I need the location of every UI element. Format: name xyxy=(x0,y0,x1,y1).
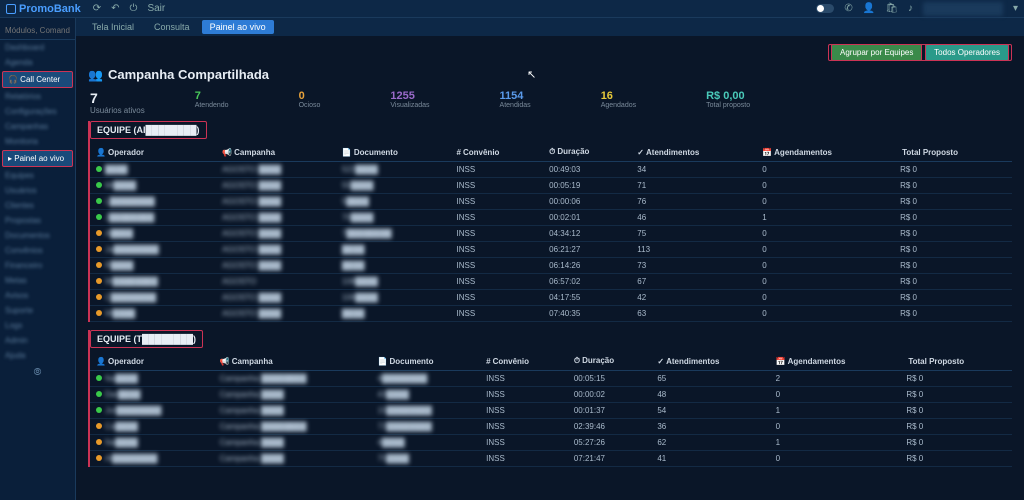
sidebar-item[interactable]: Campanhas xyxy=(0,119,75,134)
table-row[interactable]: Al████████Campanha ████75████INSS07:21:4… xyxy=(90,451,1012,467)
stat: 1255Visualizadas xyxy=(390,90,429,115)
team-1-header: EQUIPE (AI████████) xyxy=(90,121,207,139)
team-2: EQUIPE (T████████) 👤Operador📢Campanha📄Do… xyxy=(88,330,1012,467)
sidebar-item[interactable]: Admin xyxy=(0,333,75,348)
sidebar-item[interactable]: Suporte xyxy=(0,303,75,318)
tab[interactable]: Painel ao vivo xyxy=(202,20,274,34)
sidebar-item[interactable]: Usuários xyxy=(0,183,75,198)
theme-toggle[interactable] xyxy=(816,4,834,13)
sidebar-item[interactable]: Clientes xyxy=(0,198,75,213)
table-row[interactable]: Na████Campanha ████4████INSS05:27:26621R… xyxy=(90,435,1012,451)
logout-link[interactable]: Sair xyxy=(147,3,165,14)
table-row[interactable]: Dar████Campanha ████43████INSS00:00:0248… xyxy=(90,387,1012,403)
stat-active-users: 7 Usuários ativos xyxy=(90,90,145,115)
sidebar-item[interactable]: Convênios xyxy=(0,243,75,258)
table-row[interactable]: W████AGOSTO ████████INSS07:40:35630R$ 0 xyxy=(90,306,1012,322)
column-header: Total Proposto xyxy=(894,143,1012,162)
stat: R$ 0,00Total proposto xyxy=(706,90,750,115)
main: Tela Inicial Consulta Painel ao vivo Agrup… xyxy=(76,18,1024,500)
column-header: 📢Campanha xyxy=(214,352,372,371)
stat: 1154Atendidas xyxy=(500,90,531,115)
stat: 7Atendendo xyxy=(195,90,229,115)
stat: 0Ocioso xyxy=(299,90,321,115)
search-input[interactable] xyxy=(5,26,70,35)
stat: 16Agendados xyxy=(601,90,636,115)
brand-logo[interactable]: PromoBank xyxy=(6,3,81,15)
cart-icon[interactable]: 🛍 xyxy=(885,3,898,14)
table-row[interactable]: A████AGOSTO ████7████████INSS04:34:12750… xyxy=(90,226,1012,242)
column-header: 📄Documento xyxy=(336,143,451,162)
sidebar-item[interactable]: Agenda xyxy=(0,55,75,70)
phone-icon[interactable]: ✆ xyxy=(844,3,852,14)
table-row[interactable]: W████████AGOSTO108████INSS06:57:02670R$ … xyxy=(90,274,1012,290)
column-header: #Convênio xyxy=(480,352,568,371)
sidebar: DashboardAgenda🎧 Call CenterRelatóriosCo… xyxy=(0,18,76,500)
column-header: 📄Documento xyxy=(372,352,481,371)
all-operators-button[interactable]: Todos Operadores xyxy=(925,44,1009,61)
column-header: ✓Atendimentos xyxy=(651,352,769,371)
tab[interactable]: Tela Inicial xyxy=(84,20,142,34)
team-2-header: EQUIPE (T████████) xyxy=(90,330,203,348)
table-row[interactable]: Jor████████Campanha ████15████████INSS00… xyxy=(90,403,1012,419)
sidebar-item[interactable]: 🎧 Call Center xyxy=(2,71,73,88)
column-header: 📢Campanha xyxy=(216,143,336,162)
table-row[interactable]: ████AGOSTO ████522████INSS00:49:03340R$ … xyxy=(90,162,1012,178)
topbar: PromoBank ⟳ ↶ ⏻ Sair ✆ 👤 🛍 ♪ ▾ xyxy=(0,0,1024,18)
column-header: #Convênio xyxy=(451,143,544,162)
top-right: ✆ 👤 🛍 ♪ ▾ xyxy=(816,2,1018,16)
sidebar-item[interactable]: Avisos xyxy=(0,288,75,303)
sidebar-item[interactable]: Logs xyxy=(0,318,75,333)
team-2-table: 👤Operador📢Campanha📄Documento#Convênio⏱Du… xyxy=(90,352,1012,467)
table-row[interactable]: R████AGOSTO ████████INSS06:14:26730R$ 0 xyxy=(90,258,1012,274)
column-header: Total Proposto xyxy=(900,352,1012,371)
sidebar-search xyxy=(0,22,75,40)
tabs: Tela Inicial Consulta Painel ao vivo xyxy=(76,18,1024,36)
sidebar-item[interactable]: Ajuda xyxy=(0,348,75,363)
sidebar-item[interactable]: Metas xyxy=(0,273,75,288)
sidebar-item[interactable]: ▸ Painel ao vivo xyxy=(2,150,73,167)
sidebar-collapse[interactable]: ⦾ xyxy=(0,363,75,382)
table-row[interactable]: Ja████████AGOSTO ████████INSS06:21:27113… xyxy=(90,242,1012,258)
sidebar-item[interactable]: Financeiro xyxy=(0,258,75,273)
user-icon[interactable]: 👤 xyxy=(863,3,875,14)
column-header: 📅Agendamentos xyxy=(756,143,894,162)
table-row[interactable]: Ca████Campanha ████████72████████INSS02:… xyxy=(90,419,1012,435)
back-icon[interactable]: ↶ xyxy=(111,3,119,14)
page-title: 👥Campanha Compartilhada xyxy=(88,67,269,82)
content: Agrupar por Equipes Todos Operadores 👥Ca… xyxy=(76,36,1024,500)
column-header: ✓Atendimentos xyxy=(631,143,756,162)
sidebar-item[interactable]: Equipes xyxy=(0,168,75,183)
sidebar-item[interactable]: Relatórios xyxy=(0,89,75,104)
table-row[interactable]: Na████Campanha ████████4████████INSS00:0… xyxy=(90,371,1012,387)
chevron-down-icon[interactable]: ▾ xyxy=(1013,3,1018,14)
column-header: ⏱Duração xyxy=(568,352,652,371)
sidebar-item[interactable]: Configurações xyxy=(0,104,75,119)
sidebar-item[interactable]: Monitoria xyxy=(0,134,75,149)
table-row[interactable]: C████████AGOSTO ████106████INSS04:17:554… xyxy=(90,290,1012,306)
power-icon[interactable]: ⏻ xyxy=(130,3,138,14)
table-row[interactable]: Mi████AGOSTO ████55████INSS00:05:19710R$… xyxy=(90,178,1012,194)
table-row[interactable]: J████████AGOSTO ████70████INSS00:02:0146… xyxy=(90,210,1012,226)
column-header: 📅Agendamentos xyxy=(770,352,901,371)
user-menu[interactable] xyxy=(923,2,1003,16)
team-1: EQUIPE (AI████████) 👤Operador📢Campanha📄D… xyxy=(88,121,1012,322)
column-header: ⏱Duração xyxy=(543,143,631,162)
sidebar-item[interactable]: Dashboard xyxy=(0,40,75,55)
sidebar-item[interactable]: Documentos xyxy=(0,228,75,243)
sidebar-item[interactable]: Propostas xyxy=(0,213,75,228)
column-header: 👤Operador xyxy=(90,352,214,371)
refresh-icon[interactable]: ⟳ xyxy=(93,3,101,14)
brand-icon xyxy=(6,4,16,14)
action-bar: Agrupar por Equipes Todos Operadores xyxy=(88,44,1012,61)
bell-icon[interactable]: ♪ xyxy=(908,3,913,14)
team-1-table: 👤Operador📢Campanha📄Documento#Convênio⏱Du… xyxy=(90,143,1012,322)
table-row[interactable]: L████████AGOSTO ████5████INSS00:00:06760… xyxy=(90,194,1012,210)
column-header: 👤Operador xyxy=(90,143,216,162)
tab[interactable]: Consulta xyxy=(146,20,198,34)
group-teams-button[interactable]: Agrupar por Equipes xyxy=(831,44,922,61)
stats-row: 7 Usuários ativos 7Atendendo 0Ocioso 1255V… xyxy=(88,90,1012,115)
users-icon: 👥 xyxy=(88,68,103,82)
top-icons: ⟳ ↶ ⏻ Sair xyxy=(93,3,166,14)
